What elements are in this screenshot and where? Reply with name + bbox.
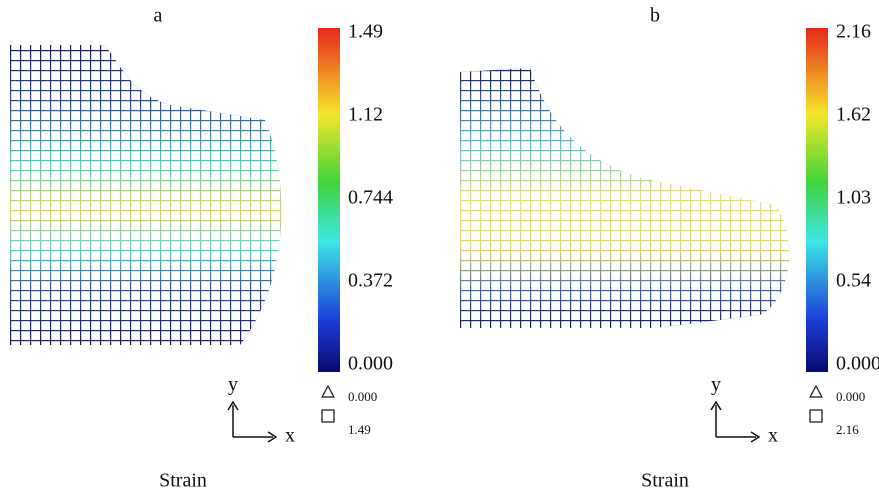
max-marker [809,409,823,423]
max-label: 2.16 [836,422,859,437]
colorbar-tick-label: 0.372 [348,270,393,292]
colorbar-tick-label: 1.03 [836,187,871,209]
axis-label: y [228,374,238,396]
caption: Strain [641,470,689,492]
colorbar [806,28,828,372]
colorbar-tick-label: 1.49 [348,21,383,43]
colorbar-tick-label: 1.62 [836,104,871,126]
colorbar-tick-label: 1.12 [348,104,383,126]
min-label: 0.000 [348,389,377,404]
panel-label: b [650,5,660,27]
panel-label: a [154,5,163,27]
colorbar-tick-label: 0.744 [348,187,393,209]
colorbar-tick-label: 0.000 [836,353,879,375]
colorbar-tick-label: 2.16 [836,21,871,43]
axis-label: x [285,425,295,447]
axis-label: x [768,425,778,447]
arrow-head [750,431,761,443]
mesh-a [10,45,282,345]
min-marker [320,384,336,398]
colorbar [318,28,340,372]
colorbar-tick-label: 0.54 [836,270,871,292]
arrow-head [267,431,278,443]
caption: Strain [159,470,207,492]
arrow-head [227,400,239,411]
max-marker [321,409,335,423]
max-label: 1.49 [348,422,371,437]
min-label: 0.000 [836,389,865,404]
colorbar-tick-label: 0.000 [348,353,393,375]
arrow-head [710,400,722,411]
mesh-b [460,68,790,328]
min-marker [808,384,824,398]
axis-label: y [711,374,721,396]
